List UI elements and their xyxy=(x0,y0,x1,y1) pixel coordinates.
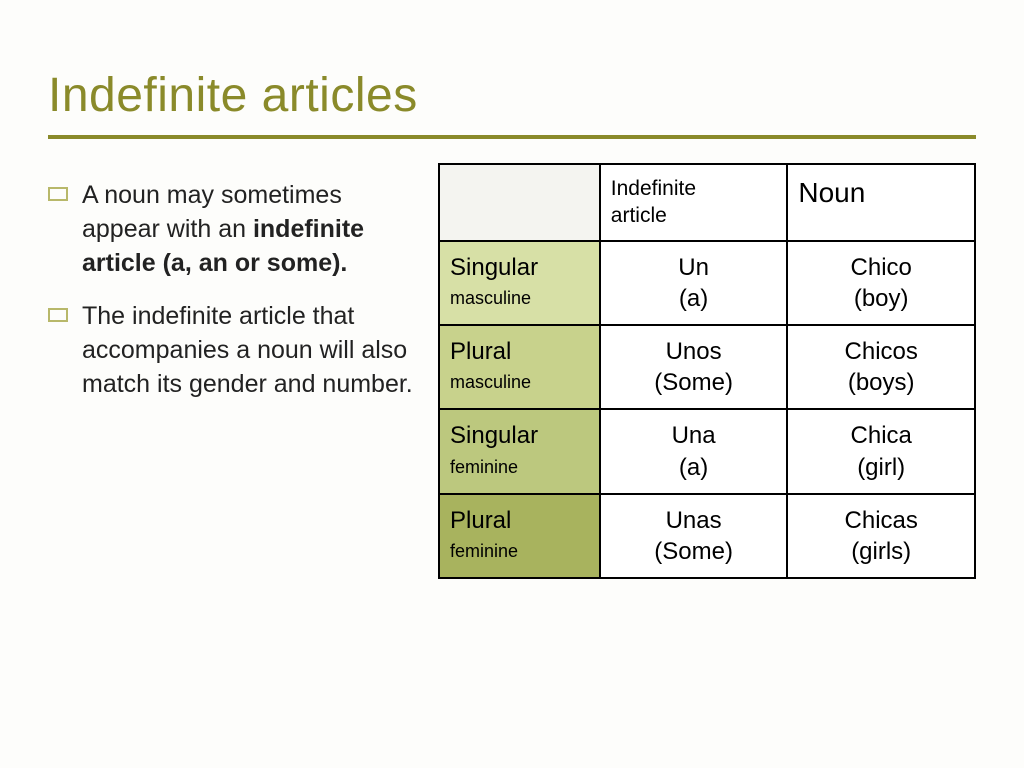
bullet-list: A noun may sometimes appear with an inde… xyxy=(48,163,418,422)
article-word: Unas xyxy=(666,507,722,534)
articles-table: Indefinite article Noun Singular masculi… xyxy=(438,163,976,579)
noun-cell: Chico (boy) xyxy=(787,241,975,325)
table-corner-cell xyxy=(439,164,600,241)
slide-title: Indefinite articles xyxy=(48,68,976,123)
row-label-main: Singular xyxy=(450,422,538,449)
bullet-square-icon xyxy=(48,187,68,201)
row-label-sub: feminine xyxy=(450,540,589,563)
article-en: (a) xyxy=(679,454,708,481)
article-cell: Una (a) xyxy=(600,409,788,493)
noun-word: Chicas xyxy=(845,507,918,534)
content-row: A noun may sometimes appear with an inde… xyxy=(48,163,976,579)
row-label: Plural feminine xyxy=(439,494,600,578)
row-label-sub: feminine xyxy=(450,456,589,479)
article-cell: Unas (Some) xyxy=(600,494,788,578)
row-label-sub: masculine xyxy=(450,287,589,310)
table-row: Plural masculine Unos (Some) Chicos (boy… xyxy=(439,325,975,409)
noun-word: Chicos xyxy=(845,338,918,365)
article-word: Una xyxy=(672,422,716,449)
table-header-row: Indefinite article Noun xyxy=(439,164,975,241)
header-line1: Indefinite xyxy=(611,177,696,200)
noun-word: Chica xyxy=(851,422,912,449)
article-en: (a) xyxy=(679,285,708,312)
table-header-article: Indefinite article xyxy=(600,164,788,241)
row-label: Plural masculine xyxy=(439,325,600,409)
table-row: Singular masculine Un (a) Chico (boy) xyxy=(439,241,975,325)
article-word: Unos xyxy=(666,338,722,365)
noun-cell: Chicas (girls) xyxy=(787,494,975,578)
article-cell: Un (a) xyxy=(600,241,788,325)
noun-cell: Chicos (boys) xyxy=(787,325,975,409)
noun-en: (boys) xyxy=(848,369,915,396)
article-word: Un xyxy=(678,254,709,281)
noun-cell: Chica (girl) xyxy=(787,409,975,493)
bullet-item: A noun may sometimes appear with an inde… xyxy=(48,179,418,280)
article-cell: Unos (Some) xyxy=(600,325,788,409)
bullet-square-icon xyxy=(48,308,68,322)
noun-en: (girl) xyxy=(857,454,905,481)
article-en: (Some) xyxy=(654,538,733,565)
noun-word: Chico xyxy=(851,254,912,281)
noun-en: (boy) xyxy=(854,285,909,312)
row-label-main: Plural xyxy=(450,338,511,365)
slide: Indefinite articles A noun may sometimes… xyxy=(0,0,1024,768)
table-container: Indefinite article Noun Singular masculi… xyxy=(438,163,976,579)
noun-en: (girls) xyxy=(851,538,911,565)
bullet-text: A noun may sometimes appear with an inde… xyxy=(82,179,418,280)
header-line2: article xyxy=(611,204,667,227)
row-label-main: Plural xyxy=(450,507,511,534)
bullet-text: The indefinite article that accompanies … xyxy=(82,300,418,401)
row-label-main: Singular xyxy=(450,254,538,281)
row-label: Singular feminine xyxy=(439,409,600,493)
row-label: Singular masculine xyxy=(439,241,600,325)
table-header-noun: Noun xyxy=(787,164,975,241)
bullet-item: The indefinite article that accompanies … xyxy=(48,300,418,401)
title-underline xyxy=(48,135,976,139)
article-en: (Some) xyxy=(654,369,733,396)
table-row: Singular feminine Una (a) Chica (girl) xyxy=(439,409,975,493)
row-label-sub: masculine xyxy=(450,371,589,394)
table-row: Plural feminine Unas (Some) Chicas (girl… xyxy=(439,494,975,578)
